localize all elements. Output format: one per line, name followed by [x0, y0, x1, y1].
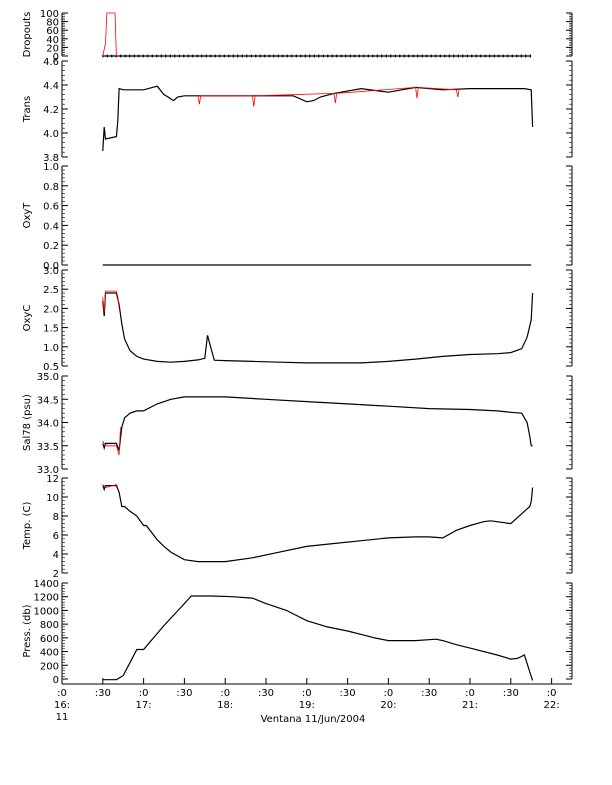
x-tick-label: :0	[220, 688, 230, 699]
x-tick-label: :30	[421, 688, 437, 699]
y-tick-label: 35.0	[37, 372, 59, 383]
panel-6: 2 4 6 8 10 12 Temp. (C)	[22, 474, 573, 580]
y-axis-label: Dropouts	[22, 12, 33, 58]
x-tick-label: :0	[57, 688, 67, 699]
x-tick-label: :0	[465, 688, 475, 699]
y-tick-label: 2.0	[43, 304, 59, 315]
x-tick-hour-label: 22:	[544, 700, 560, 711]
y-tick-label: 34.5	[37, 395, 59, 406]
y-tick-label: 0.5	[43, 362, 59, 373]
y-tick-label: 0	[53, 675, 59, 686]
y-tick-label: 2.5	[43, 285, 59, 296]
x-tick-label: :30	[176, 688, 192, 699]
x-tick-hour-label: 16:	[54, 700, 70, 711]
y-tick-label: 1.5	[43, 324, 59, 335]
y-tick-label: 10	[46, 493, 59, 504]
panel-2: 3.8 4.0 4.2 4.4 4.6 Trans	[22, 57, 573, 164]
series-line-1	[102, 292, 534, 364]
y-tick-label: 4.4	[43, 81, 59, 92]
x-tick-label: :0	[384, 688, 394, 699]
x-tick-label: :30	[503, 688, 519, 699]
y-axis-label: Sal78 (psu)	[22, 394, 33, 451]
x-tick-label: :30	[340, 688, 356, 699]
y-tick-label: 40	[46, 35, 59, 46]
series-line-2	[102, 12, 118, 57]
x-tick-label: :30	[95, 688, 111, 699]
series-line-1	[102, 85, 534, 152]
y-axis-label: Temp. (C)	[22, 502, 33, 551]
y-tick-label: 60	[46, 26, 59, 37]
y-tick-label: 1000	[34, 606, 59, 617]
y-tick-label: 2	[53, 569, 59, 580]
y-tick-label: 0.8	[43, 182, 59, 193]
x-tick-hour-label: 19:	[299, 700, 315, 711]
series-line-1	[102, 396, 533, 451]
x-tick-label: :0	[547, 688, 557, 699]
x-axis: :016:11:30:017::30:018::30:019::30:020::…	[54, 678, 572, 723]
y-tick-label: 6	[53, 531, 59, 542]
y-axis-label: Press. (db)	[22, 604, 33, 657]
y-tick-label: 1200	[34, 593, 59, 604]
y-axis-label: OxyC	[22, 305, 33, 332]
panel-7: 0 200 400 600 800 1000 1200 1400 Press. (db)	[22, 579, 573, 686]
series-line-1	[102, 485, 534, 563]
y-axis-label: Trans	[22, 96, 33, 123]
x-tick-hour-label: 21:	[462, 700, 478, 711]
y-tick-label: 100	[40, 9, 59, 20]
x-tick-hour-label: 20:	[380, 700, 396, 711]
x-tick-hour-label: 17:	[136, 700, 152, 711]
panel-4: 0.5 1.0 1.5 2.0 2.5 3.0 OxyC	[22, 266, 573, 373]
y-tick-label: 33.0	[37, 465, 59, 476]
y-tick-label: 4	[53, 550, 59, 561]
y-tick-label: 12	[46, 474, 59, 485]
y-tick-label: 200	[40, 661, 59, 672]
series-line-2	[102, 290, 120, 313]
y-tick-label: 80	[46, 18, 59, 29]
y-tick-label: 3.8	[43, 153, 59, 164]
series-line-2	[102, 484, 119, 488]
y-tick-label: 34.0	[37, 419, 59, 430]
panel-3: 0.0 0.2 0.4 0.6 0.8 1.0 OxyT	[22, 162, 573, 272]
y-tick-label: 4.2	[43, 105, 59, 116]
series-line-2	[102, 427, 121, 456]
y-tick-label: 0	[53, 52, 59, 63]
y-tick-label: 1.0	[43, 162, 59, 173]
y-tick-label: 0.0	[43, 261, 59, 272]
y-tick-label: 33.5	[37, 442, 59, 453]
y-tick-label: 0.4	[43, 221, 59, 232]
y-tick-label: 8	[53, 512, 59, 523]
y-tick-label: 400	[40, 648, 59, 659]
y-tick-label: 4.6	[43, 57, 59, 68]
x-axis-label: Ventana 11/Jun/2004	[261, 714, 366, 725]
series-line-2	[197, 86, 460, 107]
x-tick-hour-label: 18:	[217, 700, 233, 711]
y-axis-label: OxyT	[22, 202, 33, 229]
y-tick-label: 0.2	[43, 241, 59, 252]
series-line-1	[102, 595, 534, 681]
x-tick-label: :0	[139, 688, 149, 699]
y-tick-label: 4.0	[43, 129, 59, 140]
y-tick-label: 1400	[34, 579, 59, 590]
y-tick-label: 1.0	[43, 343, 59, 354]
y-tick-label: 3.0	[43, 266, 59, 277]
x-tick-label: :0	[302, 688, 312, 699]
y-tick-label: 0.6	[43, 202, 59, 213]
y-tick-label: 600	[40, 634, 59, 645]
panel-5: 33.0 33.5 34.0 34.5 35.0 Sal78 (psu)	[22, 372, 573, 476]
panels-group: 020406080100Dropouts3.84.04.24.44.6Trans…	[22, 9, 573, 686]
x-tick-day-label: 11	[56, 712, 69, 723]
y-tick-label: 800	[40, 620, 59, 631]
x-tick-label: :30	[258, 688, 274, 699]
y-tick-label: 20	[46, 43, 59, 54]
